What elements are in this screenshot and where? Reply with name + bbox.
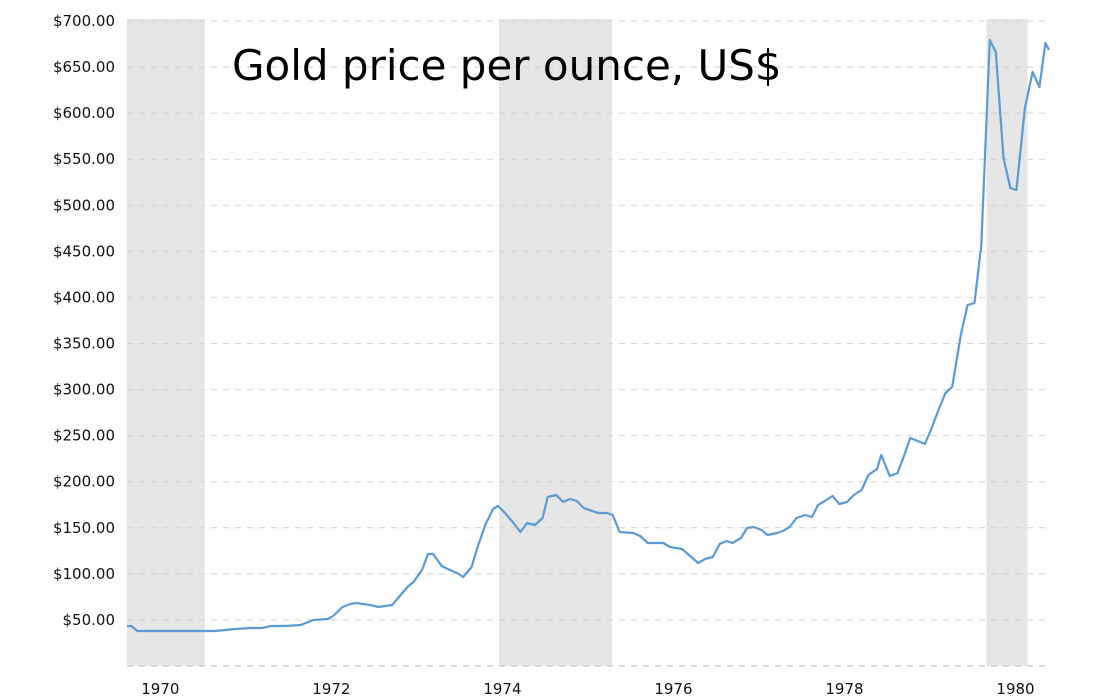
y-tick-label: $250.00 bbox=[53, 427, 115, 445]
y-tick-label: $350.00 bbox=[53, 335, 115, 353]
y-tick-label: $100.00 bbox=[53, 565, 115, 583]
x-tick-label: 1978 bbox=[825, 680, 863, 698]
gridlines bbox=[127, 20, 1048, 667]
recession-shading bbox=[127, 19, 1028, 666]
y-tick-label: $300.00 bbox=[53, 381, 115, 399]
y-tick-label: $600.00 bbox=[53, 104, 115, 122]
y-tick-label: $200.00 bbox=[53, 473, 115, 491]
x-tick-label: 1974 bbox=[483, 680, 521, 698]
y-tick-label: $550.00 bbox=[53, 150, 115, 168]
x-tick-label: 1980 bbox=[996, 680, 1034, 698]
x-tick-label: 1970 bbox=[141, 680, 179, 698]
y-tick-label: $150.00 bbox=[53, 519, 115, 537]
y-tick-label: $450.00 bbox=[53, 242, 115, 260]
gold-price-line bbox=[127, 39, 1050, 633]
y-tick-label: $650.00 bbox=[53, 58, 115, 76]
y-tick-label: $700.00 bbox=[53, 12, 115, 30]
x-tick-label: 1972 bbox=[312, 680, 350, 698]
recession-band-0 bbox=[127, 19, 205, 666]
y-axis: $50.00 $100.00 $150.00 $200.00 $250.00 $300.0… bbox=[53, 12, 115, 629]
recession-band-1 bbox=[498, 19, 612, 666]
x-axis: 1970 1972 1974 1976 1978 1980 bbox=[141, 680, 1034, 698]
chart-title: Gold price per ounce, US$ bbox=[232, 41, 782, 90]
y-tick-label: $400.00 bbox=[53, 288, 115, 306]
y-tick-label: $500.00 bbox=[53, 196, 115, 214]
recession-band-2 bbox=[986, 19, 1028, 666]
y-tick-label: $50.00 bbox=[63, 611, 116, 629]
x-tick-label: 1976 bbox=[654, 680, 692, 698]
